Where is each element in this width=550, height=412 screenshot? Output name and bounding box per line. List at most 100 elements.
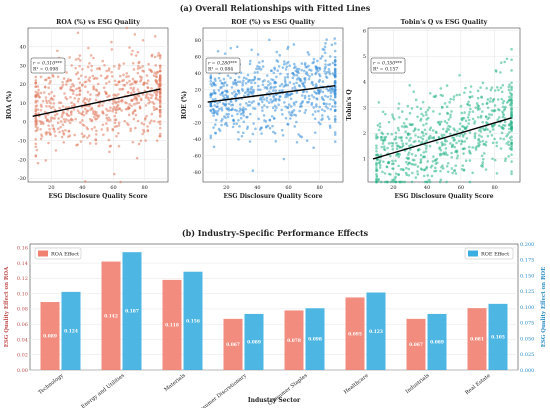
data-point	[44, 78, 47, 82]
data-point	[237, 89, 241, 93]
data-point	[453, 145, 456, 149]
bar-value-label: 0.098	[308, 338, 322, 343]
data-point	[328, 126, 332, 129]
data-point	[480, 154, 484, 158]
data-point	[434, 130, 438, 134]
data-point	[242, 79, 245, 83]
data-point	[452, 98, 455, 101]
data-point	[213, 77, 217, 81]
data-point	[263, 97, 266, 101]
y-tick-label: 40	[20, 45, 26, 51]
x-tick-label: 20	[223, 185, 229, 191]
data-point	[53, 117, 56, 120]
data-point	[223, 122, 227, 126]
data-point	[481, 81, 485, 85]
data-point	[245, 127, 249, 130]
data-point	[137, 65, 140, 68]
bar-value-label: 0.067	[226, 343, 240, 348]
data-point	[510, 47, 513, 51]
data-point	[382, 145, 386, 148]
y-tick-label: 30	[20, 63, 26, 69]
data-point	[424, 147, 428, 150]
data-point	[419, 160, 423, 164]
data-point	[87, 78, 90, 81]
data-point	[245, 77, 248, 80]
data-point	[230, 108, 234, 112]
data-point	[307, 77, 311, 81]
data-point	[399, 136, 403, 140]
data-point	[386, 132, 390, 136]
data-point	[237, 75, 241, 79]
data-point	[288, 111, 291, 114]
data-point	[284, 80, 287, 84]
data-point	[409, 143, 413, 147]
data-point	[438, 180, 442, 184]
data-point	[425, 139, 429, 142]
data-point	[495, 85, 499, 89]
data-point	[301, 82, 304, 85]
data-point	[467, 100, 470, 104]
data-point	[463, 91, 466, 94]
data-point	[243, 94, 246, 98]
legend-swatch-roa	[38, 250, 48, 257]
data-point	[237, 130, 240, 134]
data-point	[222, 84, 225, 88]
data-point	[314, 110, 317, 113]
data-point	[477, 137, 481, 141]
data-point	[77, 57, 80, 60]
y-tick-label: -40	[193, 137, 201, 143]
data-point	[503, 60, 507, 64]
data-point	[505, 142, 509, 145]
data-point	[400, 125, 404, 128]
data-point	[500, 90, 504, 94]
data-point	[278, 89, 281, 93]
data-point	[235, 93, 239, 96]
data-point	[37, 112, 40, 115]
data-point	[419, 107, 423, 111]
data-point	[248, 140, 252, 143]
data-point	[507, 155, 510, 158]
data-point	[214, 123, 217, 126]
x-tick-label: 80	[141, 185, 147, 191]
data-point	[238, 107, 242, 110]
data-point	[328, 124, 332, 127]
data-point	[62, 141, 66, 144]
data-point	[36, 85, 40, 88]
data-point	[427, 178, 431, 182]
data-point	[117, 92, 120, 96]
data-point	[283, 101, 286, 104]
data-point	[489, 97, 492, 100]
y-tick-label: -60	[193, 153, 201, 159]
data-point	[461, 140, 464, 143]
data-point	[254, 127, 257, 131]
data-point	[297, 84, 301, 87]
data-point	[52, 102, 56, 105]
data-point	[99, 74, 103, 77]
data-point	[241, 111, 244, 115]
left-y-tick-label: 0.00	[17, 368, 28, 374]
data-point	[210, 84, 214, 88]
data-point	[83, 97, 87, 100]
data-point	[93, 126, 96, 129]
data-point	[106, 129, 109, 132]
data-point	[440, 120, 443, 124]
data-point	[131, 82, 134, 86]
data-point	[491, 124, 494, 128]
data-point	[34, 79, 38, 82]
data-point	[328, 70, 331, 74]
y-tick-label: -30	[18, 176, 26, 182]
fit-line	[207, 84, 336, 103]
data-point	[237, 138, 240, 141]
data-point	[394, 172, 398, 175]
data-point	[253, 107, 257, 111]
data-point	[104, 122, 108, 125]
data-point	[155, 93, 158, 96]
data-point	[261, 100, 264, 104]
data-point	[304, 65, 308, 69]
data-point	[396, 126, 400, 130]
data-point	[233, 90, 236, 93]
data-point	[497, 116, 501, 119]
data-point	[510, 102, 513, 106]
data-point	[494, 70, 498, 73]
data-point	[306, 51, 310, 54]
